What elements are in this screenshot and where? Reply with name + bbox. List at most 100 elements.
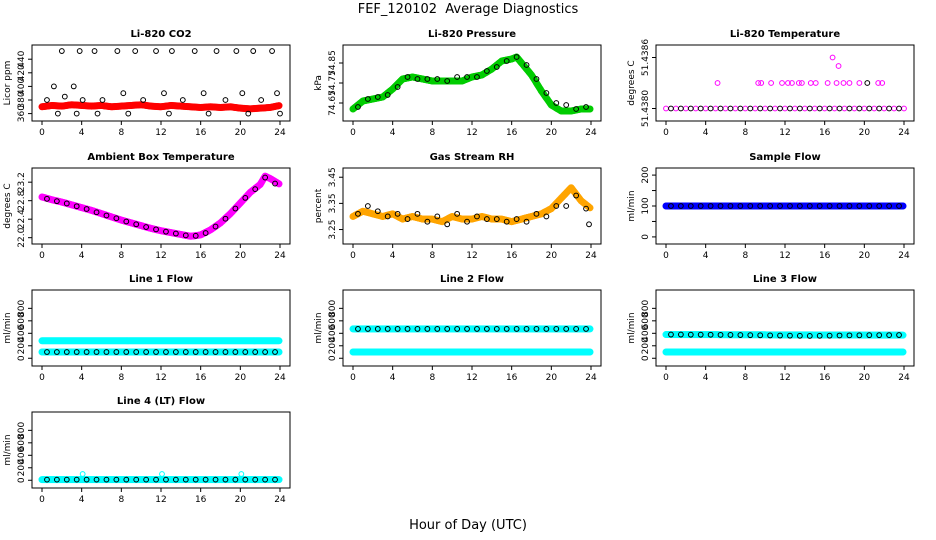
data-point <box>474 326 480 332</box>
y-tick-label: 600 <box>17 312 27 329</box>
data-point <box>44 97 50 103</box>
data-point <box>833 80 840 86</box>
y-tick-label: 0 <box>328 355 338 361</box>
data-point <box>143 476 150 483</box>
data-point <box>132 48 139 54</box>
series-2 <box>44 476 278 483</box>
data-point <box>202 476 209 483</box>
y-tick-label: 600 <box>641 312 651 329</box>
data-point <box>169 48 175 54</box>
y-tick-label: 22.0 <box>17 227 27 247</box>
data-point <box>523 218 530 225</box>
y-tick-label: 200 <box>17 459 27 476</box>
data-point <box>851 105 858 112</box>
data-point <box>355 210 361 217</box>
data-point <box>866 105 873 112</box>
series-1 <box>79 471 245 477</box>
x-tick-label: 8 <box>118 128 124 138</box>
data-point <box>192 232 199 239</box>
data-point <box>125 110 132 117</box>
data-point <box>53 476 60 483</box>
x-tick-label: 16 <box>819 251 831 261</box>
data-point <box>677 331 684 338</box>
data-point <box>464 74 470 80</box>
y-tick-label: 400 <box>328 324 338 341</box>
data-point <box>44 195 50 202</box>
data-point <box>51 83 57 90</box>
data-point <box>222 215 229 222</box>
data-point <box>191 48 198 54</box>
data-point <box>424 76 431 82</box>
x-tick-label: 16 <box>506 128 518 138</box>
data-point <box>182 349 189 355</box>
series-2 <box>355 326 589 332</box>
x-tick-label: 0 <box>350 251 356 261</box>
x-tick-label: 0 <box>350 128 356 138</box>
data-point <box>586 221 592 228</box>
data-point <box>886 105 893 112</box>
y-tick-label: 600 <box>17 434 27 451</box>
data-point <box>394 210 401 217</box>
data-point <box>172 476 179 483</box>
data-point <box>239 90 246 97</box>
data-point <box>682 105 689 112</box>
data-point <box>73 203 80 210</box>
data-point <box>785 80 791 86</box>
data-point <box>166 110 172 117</box>
data-point <box>212 476 219 483</box>
x-tick-label: 4 <box>79 495 85 505</box>
x-tick-label: 20 <box>859 373 871 383</box>
panel-title: Li-820 Pressure <box>428 29 516 40</box>
data-point <box>161 90 167 97</box>
data-point <box>767 105 774 112</box>
data-point <box>513 326 520 332</box>
x-tick-label: 12 <box>155 373 166 383</box>
x-tick-label: 12 <box>155 495 166 505</box>
data-point <box>668 331 674 338</box>
data-point <box>179 97 186 103</box>
y-tick-label: 3.45 <box>328 167 338 187</box>
data-point <box>829 54 836 61</box>
data-point <box>841 105 848 112</box>
x-tick-label: 12 <box>466 128 477 138</box>
y-tick-label: 200 <box>17 337 27 354</box>
data-point <box>414 210 421 217</box>
data-point <box>573 106 580 112</box>
data-point <box>513 54 520 60</box>
data-point <box>252 349 259 355</box>
x-tick-label: 12 <box>155 128 166 138</box>
x-tick-label: 16 <box>195 251 207 261</box>
data-point <box>274 90 280 97</box>
data-point <box>159 471 165 477</box>
data-point <box>355 104 361 110</box>
data-point <box>222 476 229 483</box>
data-point <box>513 216 520 222</box>
data-point <box>836 203 843 209</box>
y-axis-title: kPa <box>314 75 324 91</box>
x-tick-label: 4 <box>79 251 85 261</box>
data-point <box>826 332 833 339</box>
data-point <box>876 332 883 339</box>
data-point <box>533 326 540 332</box>
data-point <box>434 76 441 82</box>
data-point <box>717 331 724 338</box>
data-point <box>543 326 550 332</box>
data-point <box>707 203 714 209</box>
data-point <box>757 332 764 339</box>
data-point <box>63 200 70 207</box>
x-tick-label: 12 <box>155 251 166 261</box>
data-point <box>133 221 140 228</box>
data-point <box>811 105 818 112</box>
y-tick-label: 200 <box>641 166 651 183</box>
data-point <box>76 48 83 54</box>
figure-title: FEF_120102 Average Diagnostics <box>357 2 579 17</box>
data-point <box>523 62 530 68</box>
x-tick-label: 16 <box>819 373 831 383</box>
data-point <box>816 332 823 339</box>
data-point <box>866 332 873 339</box>
data-point <box>91 48 98 54</box>
data-point <box>702 105 709 112</box>
data-point <box>866 203 873 209</box>
